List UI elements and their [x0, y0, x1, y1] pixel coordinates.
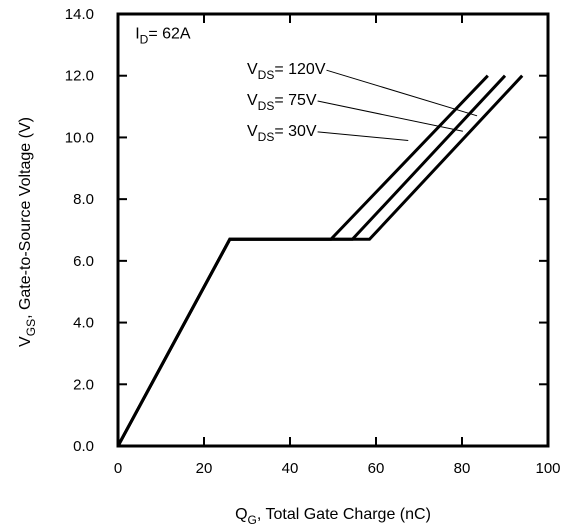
y-tick-label-6: 12.0 — [65, 68, 94, 85]
x-axis-title-sub: G — [248, 513, 257, 527]
annotation-leader-1 — [326, 69, 478, 117]
x-tick-label-0: 0 — [114, 460, 122, 477]
y-axis-title-rest: , Gate-to-Source Voltage (V) — [17, 117, 34, 319]
annotation-0-rest: = 62A — [148, 26, 191, 43]
x-tick-label-1: 20 — [196, 460, 213, 477]
x-axis-title-main: Q — [235, 506, 247, 523]
annotation-3-main: V — [247, 123, 258, 140]
annotation-0-main: I — [135, 26, 139, 43]
annotation-2: VDS= 75V — [247, 92, 317, 113]
axis-ticks — [117, 13, 549, 447]
annotation-leader-2 — [317, 100, 463, 132]
x-tick-label-4: 80 — [454, 460, 471, 477]
y-tick-label-7: 14.0 — [65, 6, 94, 23]
annotation-1-sub: DS — [258, 68, 275, 82]
annotation-3: VDS= 30V — [247, 123, 317, 144]
y-tick-label-5: 10.0 — [65, 129, 94, 146]
annotation-leaders — [317, 69, 478, 142]
annotation-2-sub: DS — [258, 99, 275, 113]
annotation-2-main: V — [247, 92, 258, 109]
x-axis-title: QG, Total Gate Charge (nC) — [235, 506, 431, 527]
y-tick-label-2: 4.0 — [73, 315, 94, 332]
annotation-1-rest: = 120V — [274, 61, 325, 78]
annotation-leader-3 — [317, 131, 409, 142]
tick-labels: 0 20 40 60 80 100 0.0 2.0 4.0 6.0 8.0 10.0 12.0 14.0 — [65, 6, 561, 477]
curves-layer — [116, 74, 524, 447]
y-axis-title-sub: GS — [24, 319, 38, 336]
annotation-3-rest: = 30V — [274, 123, 317, 140]
annotation-0: ID= 62A — [135, 26, 191, 47]
curve-2 — [116, 74, 489, 447]
x-tick-label-5: 100 — [535, 460, 560, 477]
annotation-1: VDS= 120V — [247, 61, 326, 82]
y-axis-title-main: V — [17, 336, 34, 347]
annotation-3-sub: DS — [258, 130, 275, 144]
y-tick-label-4: 8.0 — [73, 191, 94, 208]
y-tick-label-0: 0.0 — [73, 438, 94, 455]
annotation-1-main: V — [247, 61, 258, 78]
y-tick-label-3: 6.0 — [73, 253, 94, 270]
x-tick-label-2: 40 — [282, 460, 299, 477]
annotation-0-sub: D — [140, 33, 149, 47]
x-axis-title-rest: , Total Gate Charge (nC) — [257, 506, 431, 523]
annotation-2-rest: = 75V — [274, 92, 317, 109]
y-tick-label-1: 2.0 — [73, 376, 94, 393]
plot-frame — [116, 12, 550, 448]
x-tick-label-3: 60 — [368, 460, 385, 477]
y-axis-title: VGS, Gate-to-Source Voltage (V) — [17, 117, 38, 347]
